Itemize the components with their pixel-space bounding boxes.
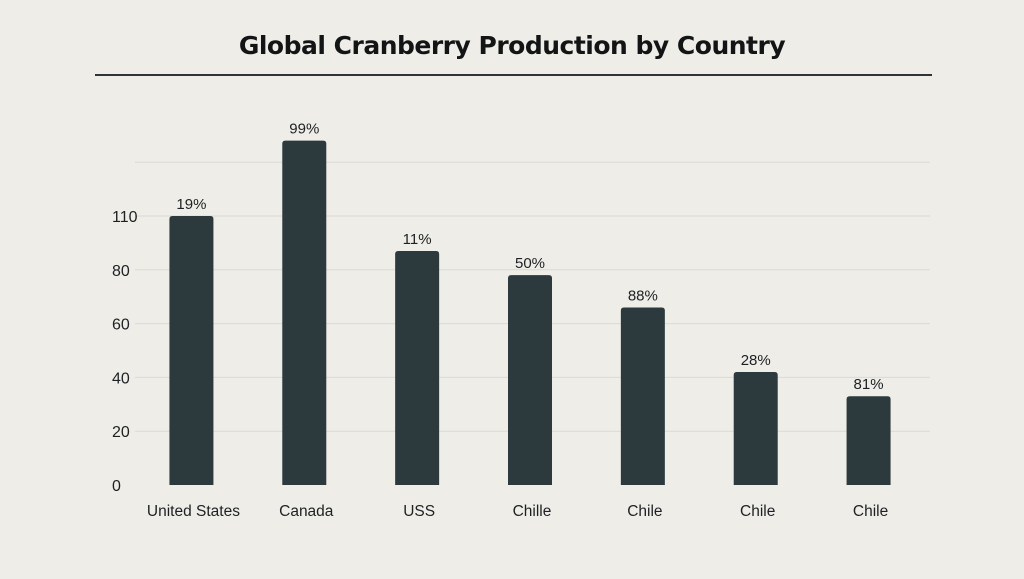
title-rule	[95, 74, 932, 76]
data-label: 28%	[741, 352, 771, 369]
category-label: Chile	[627, 503, 662, 520]
y-tick-label: 40	[112, 370, 130, 387]
category-label: Chile	[853, 503, 888, 520]
y-tick-label: 20	[112, 424, 130, 441]
y-tick-label: 0	[112, 478, 121, 495]
y-tick-label: 60	[112, 317, 130, 334]
data-label: 19%	[176, 196, 206, 213]
chart-title: Global Cranberry Production by Country	[238, 31, 786, 60]
y-axis-ticks: 0 20 40 60 80 110	[112, 209, 138, 495]
data-label: 50%	[515, 255, 545, 272]
bar-5	[733, 372, 778, 485]
data-label: 81%	[854, 376, 884, 393]
category-label: Canada	[279, 503, 334, 520]
bar-0	[169, 216, 214, 485]
bar-3	[508, 275, 552, 485]
bars	[169, 140, 891, 485]
bar-1	[282, 140, 327, 485]
y-tick-label: 110	[112, 209, 138, 226]
category-label: Chille	[513, 503, 552, 520]
bar-6	[846, 396, 891, 485]
data-label: 11%	[403, 231, 432, 248]
data-label: 88%	[628, 287, 658, 304]
x-axis-categories: United States Canada USS Chille Chile Chile Ch…	[147, 503, 888, 520]
category-label: Chile	[740, 503, 775, 520]
bar-2	[395, 250, 440, 485]
y-tick-label: 80	[112, 263, 130, 280]
category-label: United States	[147, 503, 240, 520]
data-label: 99%	[289, 121, 319, 138]
bar-4	[620, 307, 665, 485]
category-label: USS	[403, 503, 435, 520]
data-labels: 19% 99% 11% 50% 88% 28% 81%	[176, 121, 883, 394]
